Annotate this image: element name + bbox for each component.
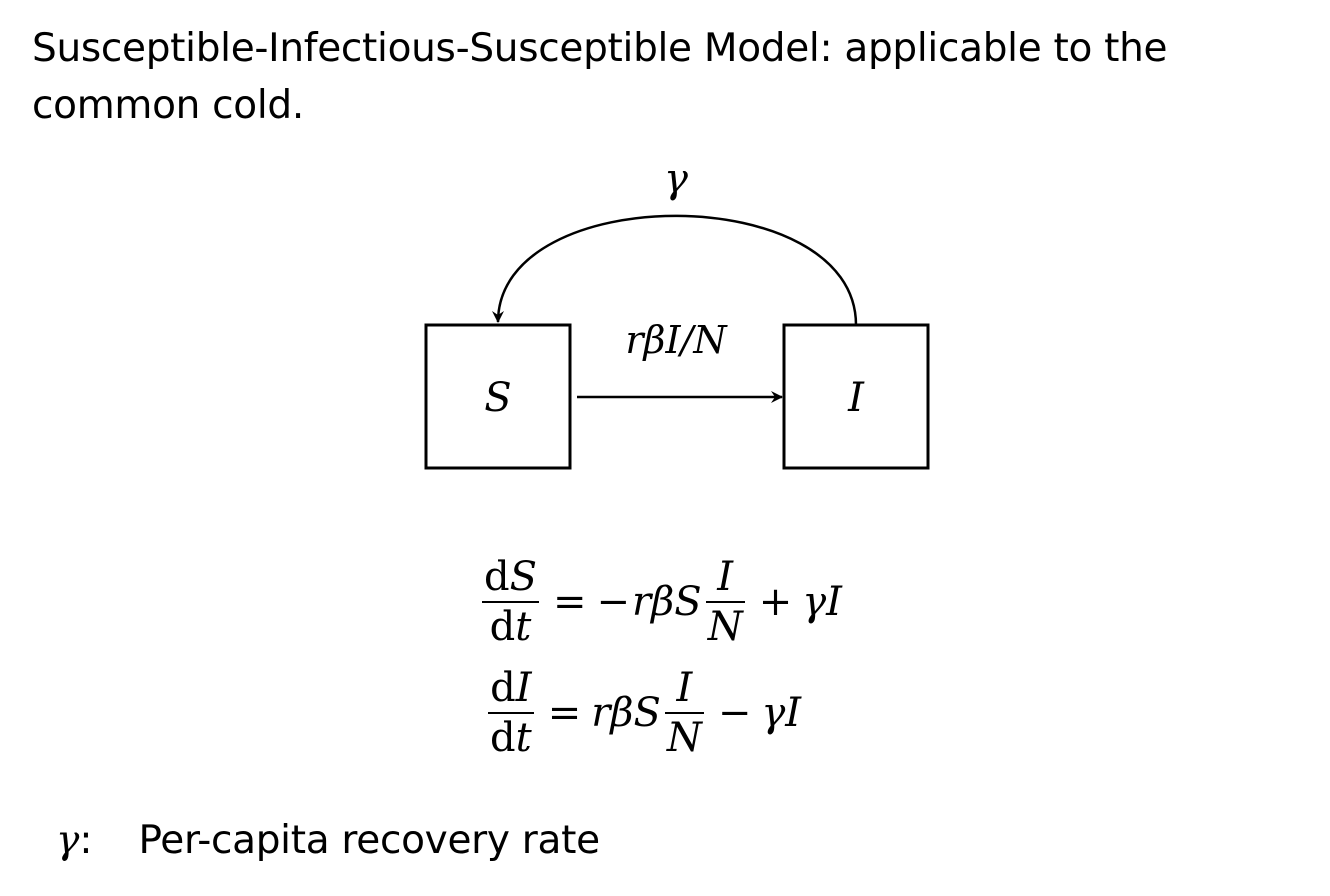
legend-symbol: γ	[56, 817, 80, 863]
equation-ds-dt: dS dt = − rβS I N + γI	[482, 554, 842, 650]
infectious-label: I	[847, 375, 865, 421]
di-dt-fraction: dI dt	[488, 665, 534, 761]
i-over-n-fraction: I N	[705, 554, 745, 650]
infection-rate-label: rβI/N	[625, 318, 728, 362]
susceptible-label: S	[484, 375, 511, 421]
susceptible-box	[424, 323, 572, 470]
page-title: Susceptible-Infectious-Susceptible Model…	[32, 26, 1168, 128]
recovery-rate-label: γ	[664, 156, 688, 202]
ds-dt-fraction: dS dt	[482, 554, 540, 650]
equation-di-dt: dI dt = rβS I N − γI	[488, 665, 802, 761]
legend-description: Per-capita recovery rate	[138, 817, 600, 863]
infectious-box	[782, 323, 930, 470]
parameter-legend: γ : Per-capita recovery rate	[56, 814, 600, 866]
recovery-arrow	[492, 214, 858, 326]
i-over-n-fraction: I N	[664, 665, 704, 761]
legend-colon: :	[79, 817, 93, 863]
